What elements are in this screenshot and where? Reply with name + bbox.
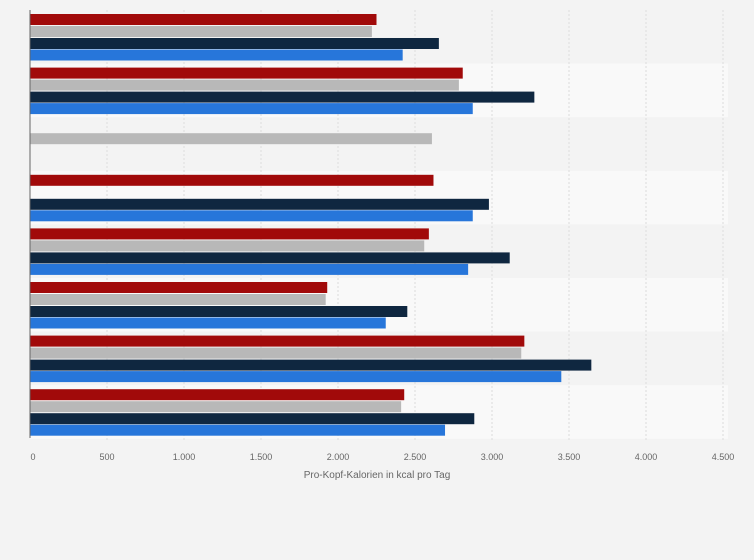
bar-series-1-category-7[interactable] <box>30 335 525 347</box>
bar-series-4-category-6[interactable] <box>30 317 386 329</box>
bar-series-4-category-8[interactable] <box>30 424 446 436</box>
bar-series-3-category-4[interactable] <box>30 198 489 210</box>
x-tick-label: 2.000 <box>327 452 350 462</box>
bar-series-4-category-2[interactable] <box>30 103 473 115</box>
x-tick-label: 4.500 <box>712 452 735 462</box>
x-tick-label: 3.500 <box>558 452 581 462</box>
bar-series-1-category-2[interactable] <box>30 67 463 79</box>
bar-series-2-category-7[interactable] <box>30 347 522 359</box>
bar-series-2-category-3[interactable] <box>30 133 432 145</box>
bar-series-1-category-8[interactable] <box>30 389 405 401</box>
bar-series-2-category-1[interactable] <box>30 26 372 37</box>
bar-series-3-category-2[interactable] <box>30 91 535 103</box>
x-tick-label: 0 <box>30 452 35 462</box>
bar-series-4-category-1[interactable] <box>30 49 403 61</box>
bar-series-4-category-4[interactable] <box>30 210 473 222</box>
bar-series-4-category-5[interactable] <box>30 263 469 275</box>
x-tick-label: 4.000 <box>635 452 658 462</box>
x-tick-label: 3.000 <box>481 452 504 462</box>
bar-series-1-category-4[interactable] <box>30 174 434 186</box>
bar-series-2-category-6[interactable] <box>30 294 326 305</box>
bar-series-1-category-1[interactable] <box>30 14 377 25</box>
x-tick-label: 1.000 <box>173 452 196 462</box>
bar-series-1-category-5[interactable] <box>30 228 429 240</box>
bar-series-3-category-5[interactable] <box>30 252 510 264</box>
bar-series-3-category-1[interactable] <box>30 38 439 49</box>
bar-series-3-category-7[interactable] <box>30 359 592 371</box>
bar-series-1-category-6[interactable] <box>30 282 328 293</box>
bar-series-2-category-2[interactable] <box>30 79 459 91</box>
bar-series-4-category-7[interactable] <box>30 371 562 383</box>
x-tick-label: 1.500 <box>250 452 273 462</box>
bar-series-2-category-8[interactable] <box>30 401 402 413</box>
x-axis-label: Pro-Kopf-Kalorien in kcal pro Tag <box>304 470 451 481</box>
bar-series-3-category-8[interactable] <box>30 413 475 425</box>
x-tick-label: 500 <box>99 452 114 462</box>
bar-series-3-category-6[interactable] <box>30 306 408 317</box>
bar-series-2-category-5[interactable] <box>30 240 425 252</box>
x-tick-label: 2.500 <box>404 452 427 462</box>
